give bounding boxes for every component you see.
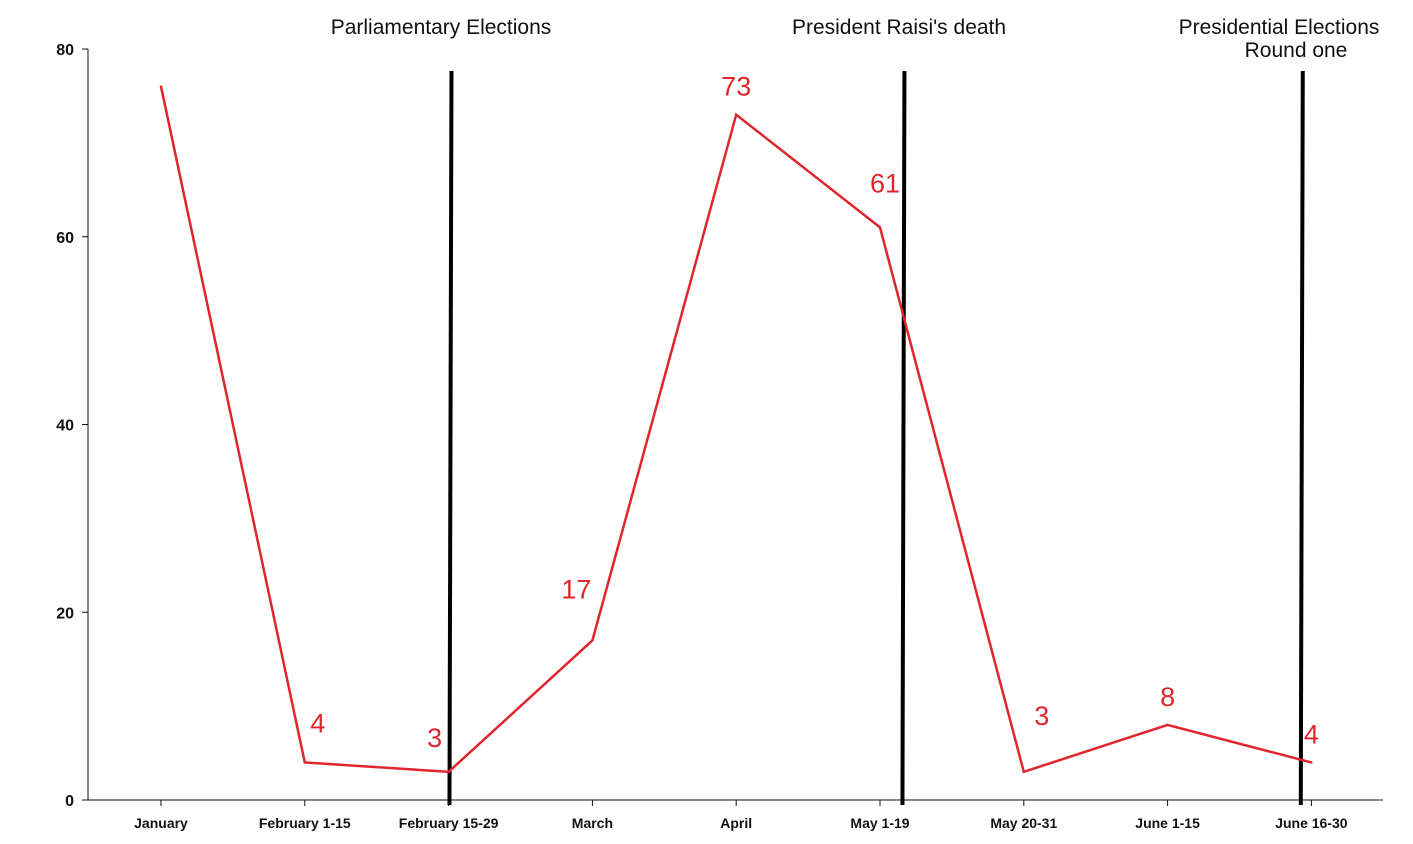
y-tick-label: 80 [56,42,74,59]
data-label: 4 [310,708,325,738]
y-tick-label: 60 [56,230,74,247]
x-tick-label: January [134,815,188,831]
data-point [735,113,738,116]
data-label: 3 [1034,701,1049,731]
x-tick-label: February 1-15 [259,815,351,831]
x-tick-label: June 1-15 [1135,815,1200,831]
data-label: 61 [870,168,900,198]
y-tick-label: 20 [56,605,74,622]
x-tick-label: June 16-30 [1275,815,1348,831]
data-point [159,85,163,88]
event-line [1298,70,1305,806]
data-point [303,761,306,764]
data-point [591,639,594,642]
event-label: President Raisi's death [792,16,1006,39]
x-tick-label: April [720,815,752,831]
data-label: 73 [721,72,751,102]
x-tick-label: February 15-29 [399,815,499,831]
event-label: Presidential Elections [1179,16,1380,39]
x-tick-label: March [572,815,613,831]
y-tick-label: 40 [56,418,74,435]
event-line [900,70,907,806]
data-point [447,770,450,774]
x-tick-label: May 20-31 [990,815,1057,831]
data-point [1022,770,1025,774]
data-point [878,226,882,229]
data-label: 4 [1304,719,1319,749]
data-label: 17 [561,574,591,604]
data-label: 3 [427,723,442,753]
data-point [1310,761,1313,764]
y-tick-label: 0 [65,793,74,810]
event-line [447,70,454,806]
event-label: Parliamentary Elections [331,16,552,39]
data-point [1166,723,1169,727]
series-line [159,86,1312,774]
data-label: 8 [1160,682,1175,712]
event-label: Round one [1245,39,1348,62]
x-tick-label: May 1-19 [850,815,909,831]
